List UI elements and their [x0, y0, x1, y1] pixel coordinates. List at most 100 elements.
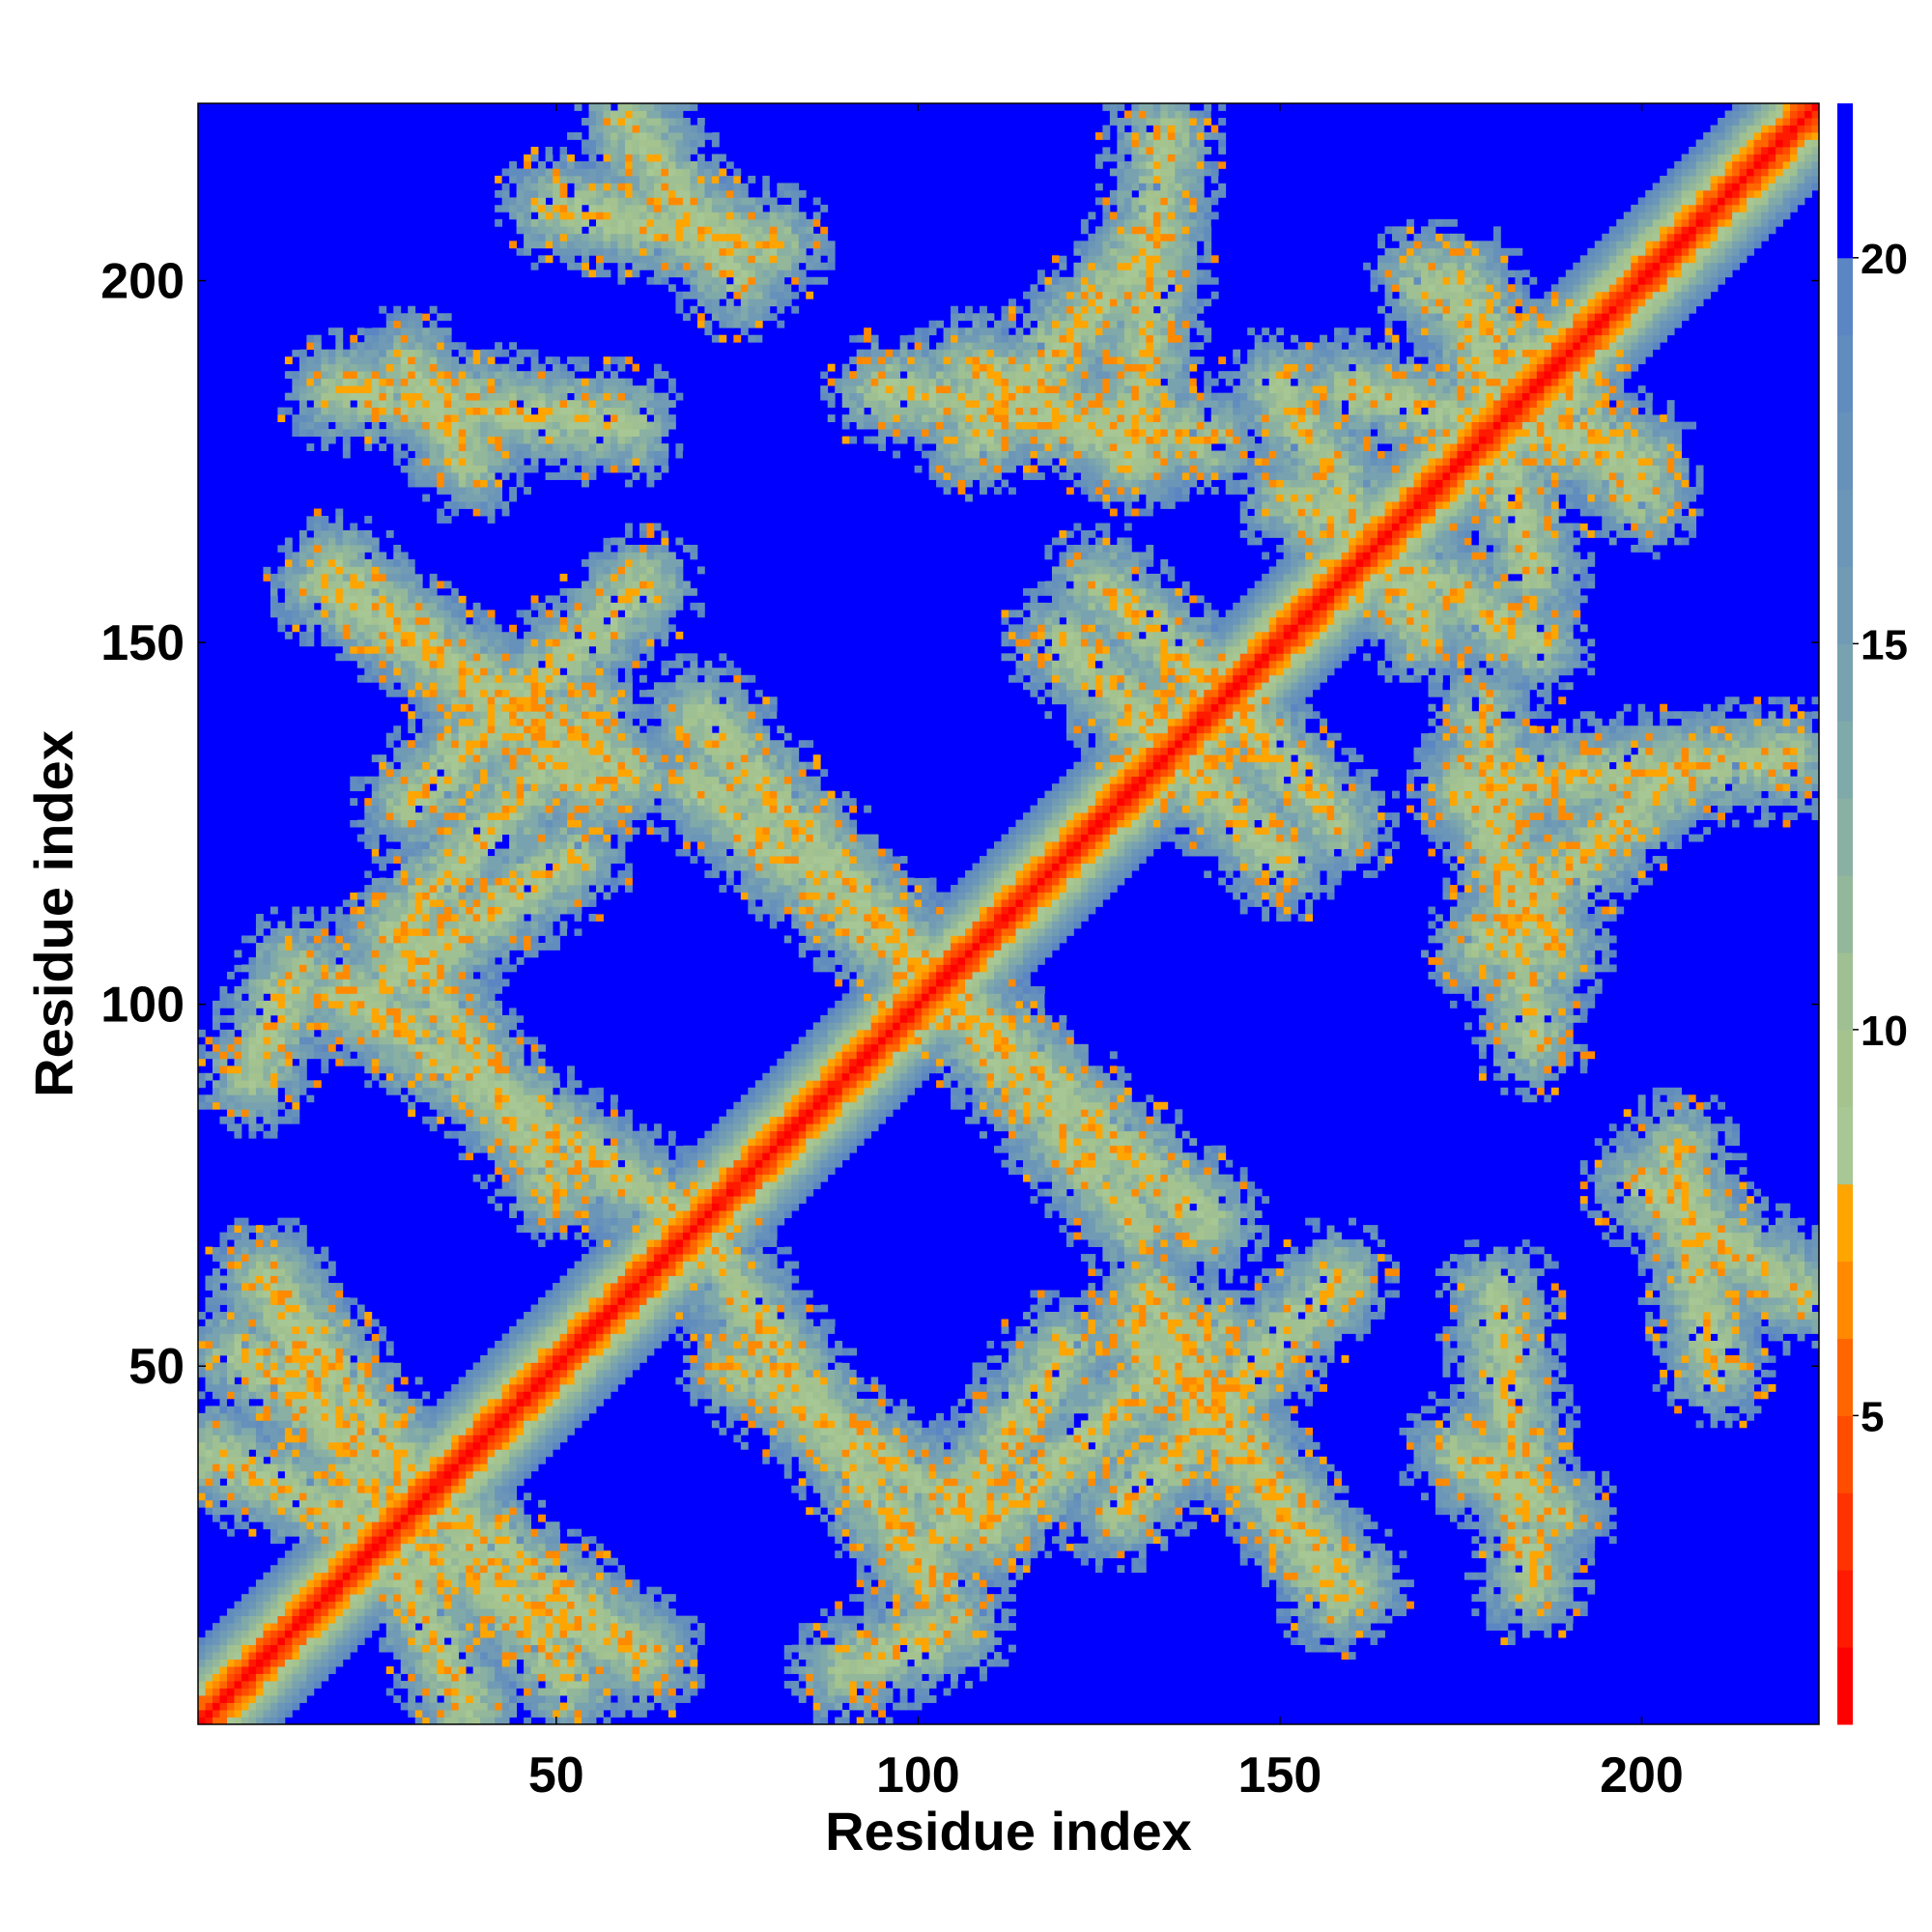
heatmap-cell	[408, 1463, 416, 1472]
heatmap-cell	[632, 1673, 640, 1682]
heatmap-cell	[327, 1659, 336, 1667]
heatmap-cell	[495, 1702, 503, 1711]
heatmap-cell	[1500, 1601, 1509, 1609]
heatmap-cell	[574, 1644, 582, 1653]
heatmap-cell	[255, 1507, 264, 1516]
heatmap-cell	[495, 1644, 503, 1653]
heatmap-cell	[284, 1666, 293, 1674]
heatmap-cell	[205, 1637, 213, 1645]
heatmap-cell	[226, 1615, 235, 1624]
heatmap-cell	[1283, 1456, 1292, 1464]
heatmap-cell	[408, 1572, 416, 1580]
heatmap-cell	[327, 1652, 336, 1660]
heatmap-cell	[1349, 1615, 1356, 1624]
heatmap-cell	[646, 1666, 655, 1674]
heatmap-cell	[284, 1478, 293, 1487]
heatmap-cell	[893, 1528, 901, 1537]
heatmap-cell	[1341, 1536, 1350, 1545]
heatmap-cell	[1521, 1557, 1530, 1566]
heatmap-cell	[495, 1543, 503, 1551]
heatmap-cell	[458, 1630, 467, 1638]
heatmap-cell	[429, 1499, 438, 1508]
heatmap-cell	[1196, 1507, 1205, 1516]
heatmap-cell	[928, 1427, 937, 1435]
heatmap-cell	[878, 1536, 887, 1545]
heatmap-cell	[342, 1572, 351, 1580]
heatmap-cell	[965, 1608, 973, 1617]
heatmap-cell	[530, 1557, 539, 1566]
heatmap-cell	[458, 1507, 467, 1516]
heatmap-cell	[624, 1637, 633, 1645]
heatmap-cell	[205, 1406, 213, 1414]
heatmap-cell	[1608, 1521, 1617, 1530]
heatmap-cell	[1276, 1470, 1285, 1479]
heatmap-cell	[495, 1521, 503, 1530]
heatmap-cell	[1544, 1449, 1552, 1458]
heatmap-cell	[501, 1536, 510, 1545]
heatmap-cell	[284, 1688, 293, 1696]
heatmap-cell	[509, 1420, 518, 1429]
heatmap-cell	[624, 1594, 633, 1603]
heatmap-cell	[255, 1666, 264, 1674]
heatmap-cell	[870, 1456, 879, 1464]
heatmap-cell	[1044, 1412, 1053, 1421]
heatmap-cell	[400, 1586, 409, 1595]
heatmap-cell	[284, 1623, 293, 1632]
heatmap-cell	[574, 1688, 582, 1696]
heatmap-cell	[495, 1557, 503, 1566]
heatmap-cell	[1550, 1507, 1559, 1516]
heatmap-cell	[487, 1543, 496, 1551]
heatmap-cell	[878, 1688, 887, 1696]
heatmap-cell	[1094, 1456, 1103, 1464]
heatmap-cell	[1094, 1536, 1103, 1545]
heatmap-cell	[1254, 1521, 1263, 1530]
heatmap-cell	[1283, 1441, 1292, 1450]
heatmap-cell	[965, 1623, 973, 1632]
heatmap-cell	[951, 1565, 958, 1574]
heatmap-cell	[1283, 1615, 1292, 1624]
heatmap-cell	[298, 1463, 307, 1472]
heatmap-cell	[234, 1688, 242, 1696]
heatmap-cell	[1486, 1492, 1494, 1501]
heatmap-cell	[400, 1441, 409, 1450]
heatmap-cell	[864, 1514, 872, 1522]
heatmap-cell	[524, 1463, 531, 1472]
heatmap-cell	[1478, 1499, 1487, 1508]
heatmap-cell	[437, 1644, 445, 1653]
heatmap-cell	[1218, 1449, 1227, 1458]
heatmap-cell	[1268, 1412, 1277, 1421]
heatmap-cell	[624, 1681, 633, 1689]
heatmap-cell	[582, 1673, 589, 1682]
heatmap-cell	[487, 1557, 496, 1566]
heatmap-cell	[1550, 1441, 1559, 1450]
heatmap-cell	[472, 1637, 481, 1645]
heatmap-cell	[524, 1579, 531, 1588]
heatmap-cell	[480, 1412, 489, 1421]
heatmap-cell	[1492, 1528, 1501, 1537]
heatmap-cell	[516, 1499, 525, 1508]
heatmap-cell	[422, 1623, 431, 1632]
heatmap-cell	[1037, 1528, 1045, 1537]
heatmap-cell	[928, 1521, 937, 1530]
heatmap-cell	[292, 1550, 300, 1559]
heatmap-cell	[690, 1644, 698, 1653]
heatmap-cell	[1550, 1536, 1559, 1545]
heatmap-cell	[1117, 1420, 1125, 1429]
heatmap-cell	[385, 1673, 394, 1682]
heatmap-cell	[980, 1565, 987, 1574]
heatmap-cell	[1276, 1615, 1285, 1624]
heatmap-cell	[1492, 1623, 1501, 1632]
heatmap-cell	[1210, 1470, 1219, 1479]
heatmap-cell	[1015, 1485, 1024, 1493]
heatmap-cell	[1587, 1485, 1596, 1493]
heatmap-cell	[1001, 1485, 1009, 1493]
heatmap-cell	[1210, 1499, 1219, 1508]
heatmap-cell	[1276, 1492, 1285, 1501]
heatmap-cell	[762, 1420, 771, 1429]
heatmap-cell	[400, 1499, 409, 1508]
heatmap-cell	[1160, 1449, 1169, 1458]
heatmap-cell	[582, 1644, 589, 1653]
heatmap-cell	[1486, 1594, 1494, 1603]
heatmap-cell	[422, 1630, 431, 1638]
heatmap-cell	[509, 1586, 518, 1595]
